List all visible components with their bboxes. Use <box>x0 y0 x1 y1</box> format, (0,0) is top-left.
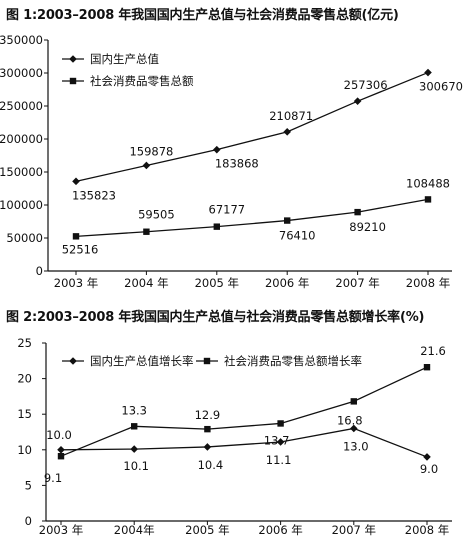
chart1-y-tick-label: 150000 <box>0 165 43 179</box>
chart1-x-tick-label: 2004 年 <box>124 276 168 290</box>
chart2-data-point <box>423 453 431 461</box>
chart1-data-label: 108488 <box>406 176 450 190</box>
chart1-data-label: 52516 <box>62 242 99 256</box>
chart1-x-tick-label: 2006 年 <box>265 276 309 290</box>
chart1-data-point <box>284 217 291 224</box>
chart1-data-point <box>72 177 80 186</box>
chart2-data-point <box>350 424 358 433</box>
chart1-data-point <box>213 145 221 154</box>
chart2-data-label: 13.3 <box>121 403 147 417</box>
chart2-series-line <box>60 427 428 458</box>
chart1-data-label: 183868 <box>215 157 259 171</box>
chart1-data-label: 76410 <box>279 229 316 243</box>
chart2-y-tick-label: 25 <box>17 336 32 350</box>
chart1-data-label: 257306 <box>344 78 388 92</box>
chart2-data-label: 13.7 <box>264 433 290 447</box>
chart2-y-tick-label: 20 <box>17 372 32 386</box>
chart2-legend-label: 社会消费品零售总额增长率 <box>224 354 362 368</box>
chart1-data-point <box>424 196 432 203</box>
chart1-data-point <box>143 228 150 235</box>
chart2-data-label: 10.1 <box>123 459 149 473</box>
chart1-y-tick-label: 100000 <box>0 198 43 212</box>
chart2-data-point <box>57 446 65 454</box>
chart2-data-label: 13.0 <box>343 439 369 453</box>
chart2-data-point <box>203 443 212 451</box>
chart1-x-tick-label: 2003 年 <box>54 276 98 290</box>
chart1-data-point <box>142 161 151 170</box>
chart2-legend-marker <box>203 357 211 365</box>
chart2-x-tick-label: 2003 年 <box>39 523 83 537</box>
chart2-x-tick-label: 2007 年 <box>332 523 376 537</box>
chart1-x-tick-label: 2007 年 <box>335 276 379 290</box>
chart1-legend-marker <box>69 77 77 85</box>
chart2-data-label: 21.6 <box>420 344 446 358</box>
chart2-x-tick-label: 2008 年 <box>405 523 449 537</box>
chart2-data-label: 9.0 <box>420 462 438 476</box>
chart1-title: 图 1:2003–2008 年我国国内生产总值与社会消费品零售总额(亿元) <box>6 8 399 23</box>
chart2-y-tick-label: 10 <box>17 443 32 457</box>
chart1-legend-label: 国内生产总值 <box>90 52 159 66</box>
chart1-y-tick-label: 50000 <box>6 231 43 245</box>
chart1-data-point <box>213 223 220 230</box>
chart2-y-tick-label: 5 <box>25 478 32 492</box>
chart1-data-label: 89210 <box>349 220 386 234</box>
chart2-title: 图 2:2003–2008 年我国国内生产总值与社会消费品零售总额增长率(%) <box>6 310 425 325</box>
chart1-y-tick-label: 0 <box>36 264 43 278</box>
chart1-x-tick-label: 2008 年 <box>406 276 450 290</box>
chart1-data-label: 135823 <box>72 188 116 202</box>
chart1-legend-label: 社会消费品零售总额 <box>90 74 194 88</box>
chart2-legend-marker <box>69 357 77 365</box>
chart2-data-point <box>57 453 65 460</box>
chart2-data-point <box>204 425 211 433</box>
chart1-data-label: 67177 <box>209 203 246 217</box>
chart2-data-label: 9.1 <box>44 471 62 485</box>
chart1-legend-marker <box>69 55 77 63</box>
chart2-data-point <box>276 438 285 446</box>
chart1-y-tick-label: 200000 <box>0 132 43 146</box>
chart1-data-point <box>424 68 432 77</box>
chart1-data-point <box>353 97 362 105</box>
chart2-data-point <box>423 364 431 371</box>
chart2-data-label: 10.0 <box>46 428 72 442</box>
chart2-data-label: 16.8 <box>337 413 363 427</box>
chart1-data-label: 59505 <box>138 208 175 222</box>
chart1-y-tick-label: 250000 <box>0 99 43 113</box>
chart1-data-label: 300670 <box>419 80 463 94</box>
chart1-series-line <box>75 198 429 237</box>
chart1-y-tick-label: 300000 <box>0 66 43 80</box>
chart2-series-line <box>60 366 428 457</box>
chart2-x-tick-label: 2006 年 <box>258 523 302 537</box>
chart2-data-point <box>350 398 357 405</box>
chart2-data-point <box>277 420 284 427</box>
chart2-y-tick-label: 15 <box>17 407 32 421</box>
chart2-data-label: 11.1 <box>266 453 292 467</box>
chart2-legend-label: 国内生产总值增长率 <box>90 354 194 368</box>
chart1-y-tick-label: 350000 <box>0 33 43 47</box>
chart2-y-tick-label: 0 <box>25 514 32 528</box>
chart1-series-line <box>75 71 429 182</box>
chart1-x-tick-label: 2005 年 <box>195 276 239 290</box>
chart1-data-point <box>72 233 80 240</box>
chart1-data-label: 159878 <box>129 144 173 158</box>
chart1-data-point <box>283 128 291 136</box>
chart2-data-label: 10.4 <box>198 458 224 472</box>
chart2-data-point <box>131 423 138 430</box>
chart2-data-label: 12.9 <box>195 408 221 422</box>
chart1-data-point <box>354 208 361 216</box>
chart2-data-point <box>130 445 138 453</box>
chart2-x-tick-label: 2004年 <box>114 523 155 537</box>
chart2-x-tick-label: 2005 年 <box>185 523 229 537</box>
chart1-data-label: 210871 <box>269 109 313 123</box>
